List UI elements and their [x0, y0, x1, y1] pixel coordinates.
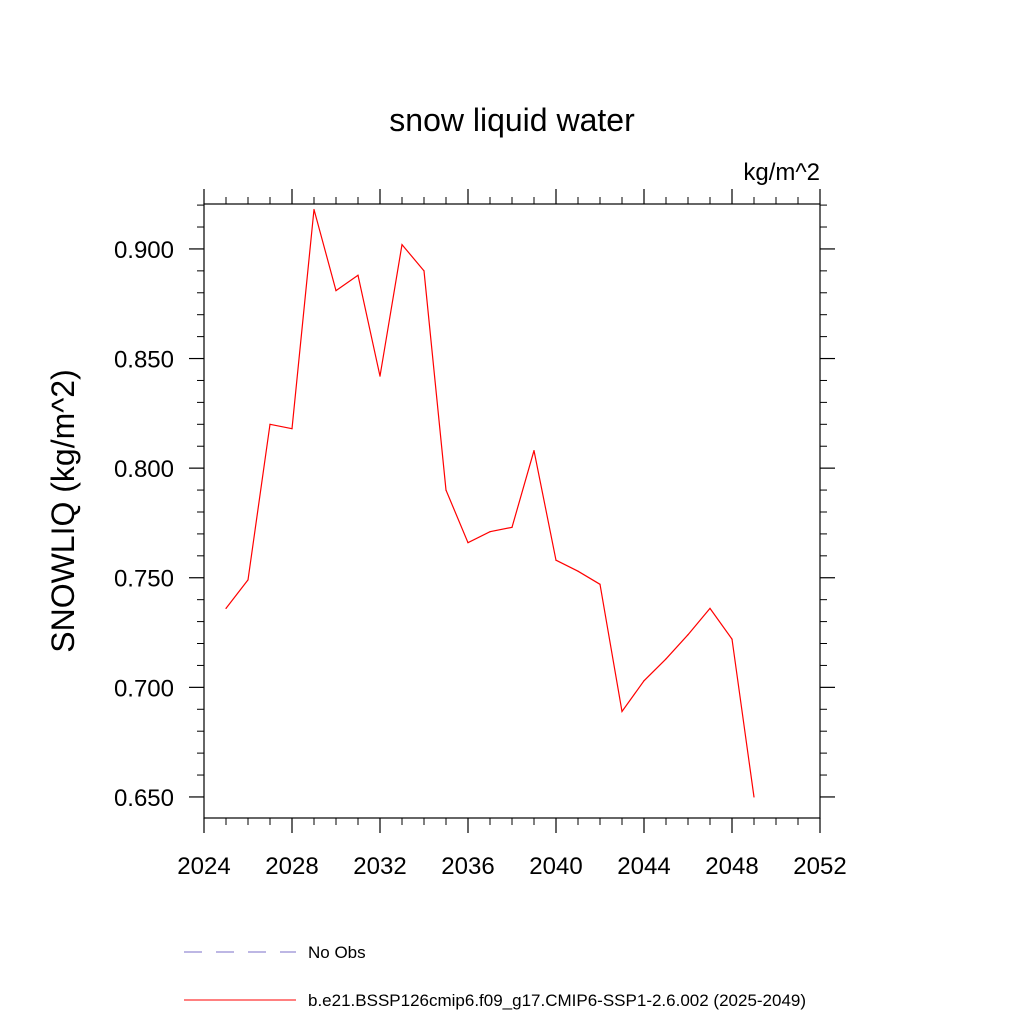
y-tick-label: 0.800: [114, 456, 174, 483]
data-point: [709, 607, 711, 610]
data-point: [379, 375, 381, 377]
y-tick-label: 0.650: [114, 785, 174, 812]
data-point: [423, 270, 425, 272]
x-tick-label: 2048: [705, 853, 758, 880]
data-point: [357, 274, 359, 276]
data-point: [731, 638, 733, 640]
data-point: [599, 583, 601, 585]
x-tick-label: 2036: [441, 853, 494, 880]
units-label: kg/m^2: [743, 159, 820, 186]
data-point: [445, 489, 447, 491]
data-point: [621, 710, 623, 713]
x-tick-labels: 2024 2028 2032 2036 2040 2044 2048 2052: [177, 853, 846, 880]
legend-label-0: No Obs: [308, 943, 366, 962]
data-point: [313, 208, 315, 211]
data-point: [555, 559, 557, 561]
x-tick-label: 2040: [529, 853, 582, 880]
y-tick-label: 0.750: [114, 566, 174, 593]
chart-title: snow liquid water: [389, 102, 635, 138]
x-tick-label: 2044: [617, 853, 670, 880]
x-tick-label: 2032: [353, 853, 406, 880]
data-point: [291, 428, 293, 430]
data-point: [269, 423, 271, 425]
axis-ticks: [189, 189, 835, 833]
legend-label-1: b.e21.BSSP126cmip6.f09_g17.CMIP6-SSP1-2.…: [308, 991, 806, 1010]
data-point: [225, 607, 227, 610]
data-point: [533, 450, 535, 452]
series-line-1: [225, 209, 755, 798]
x-tick-label: 2028: [265, 853, 318, 880]
y-tick-label: 0.850: [114, 347, 174, 374]
data-point: [753, 796, 755, 798]
data-point: [401, 243, 403, 246]
y-tick-labels: 0.650 0.700 0.750 0.800 0.850 0.900: [114, 237, 174, 812]
data-point: [665, 658, 667, 660]
y-axis-label: SNOWLIQ (kg/m^2): [45, 369, 81, 652]
plot-frame: [203, 203, 821, 819]
data-point: [687, 634, 689, 636]
x-tick-label: 2052: [793, 853, 846, 880]
data-point: [643, 680, 645, 682]
data-point: [511, 526, 513, 528]
data-point: [247, 579, 249, 581]
data-point: [577, 570, 579, 572]
data-point: [467, 542, 469, 544]
data-point: [489, 531, 491, 533]
x-tick-label: 2024: [177, 853, 230, 880]
legend: No Obs b.e21.BSSP126cmip6.f09_g17.CMIP6-S…: [184, 943, 806, 1010]
series-layer: [225, 208, 755, 798]
data-point: [335, 289, 337, 292]
y-tick-label: 0.900: [114, 237, 174, 264]
y-tick-label: 0.700: [114, 675, 174, 702]
